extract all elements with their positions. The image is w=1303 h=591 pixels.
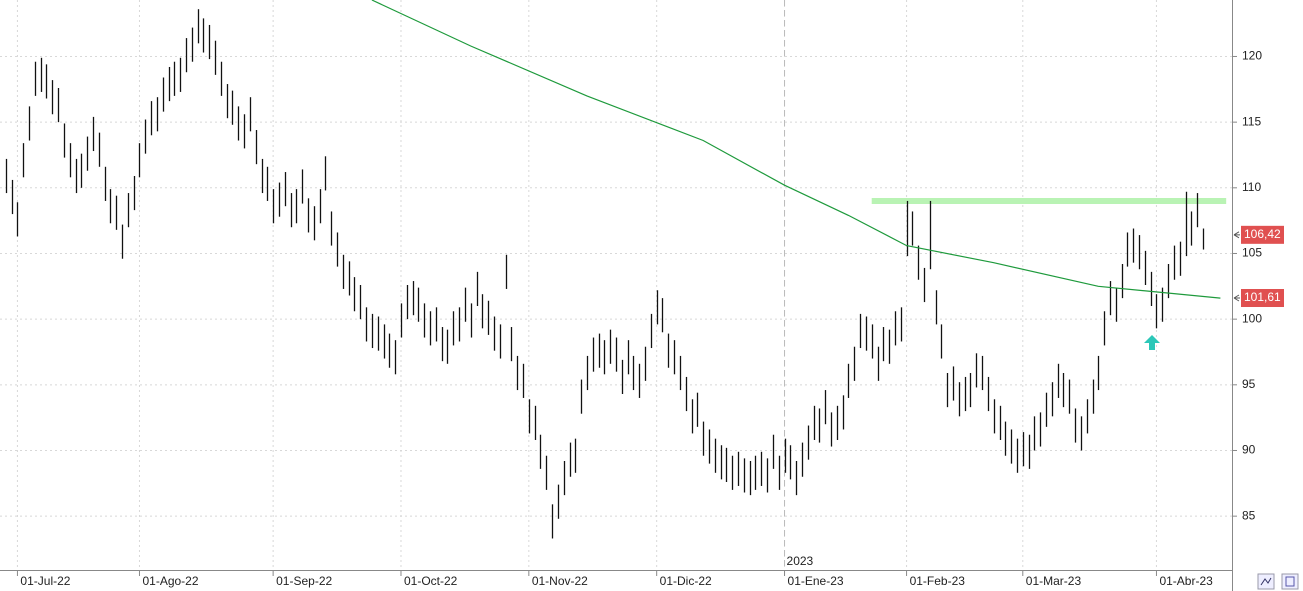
marker-label: 101,61 <box>1244 290 1281 304</box>
marker-box <box>1241 225 1284 244</box>
y-tick-label: 90 <box>1242 443 1256 457</box>
chart-icon-glyph <box>1260 577 1272 586</box>
marker-box <box>1241 289 1284 308</box>
signal-arrow <box>1144 335 1160 350</box>
x-tick-label: 01-Feb-23 <box>910 574 966 588</box>
x-tick-label: 01-Ene-23 <box>788 574 844 588</box>
chart-icon[interactable] <box>1257 573 1275 590</box>
y-tick-label: 120 <box>1242 49 1262 63</box>
x-tick-label: 01-Abr-23 <box>1159 574 1213 588</box>
marker-pointer <box>1233 294 1240 302</box>
x-tick-label: 01-Mar-23 <box>1026 574 1082 588</box>
save-icon[interactable] <box>1281 573 1299 590</box>
y-tick-label: 85 <box>1242 508 1256 522</box>
x-tick-label: 01-Sep-22 <box>276 574 332 588</box>
y-tick-label: 115 <box>1242 114 1261 128</box>
y-tick-label: 95 <box>1242 377 1256 391</box>
marker-pointer <box>1233 231 1240 239</box>
x-tick-label: 01-Jul-22 <box>20 574 70 588</box>
marker-label: 106,42 <box>1244 227 1281 241</box>
moving-average <box>371 0 1221 299</box>
year-label: 2023 <box>787 554 814 568</box>
y-tick-label: 105 <box>1242 246 1262 260</box>
y-tick-label: 110 <box>1242 180 1261 194</box>
x-tick-label: 01-Ago-22 <box>142 574 198 588</box>
x-tick-label: 01-Dic-22 <box>660 574 712 588</box>
x-tick-label: 01-Nov-22 <box>532 574 588 588</box>
x-tick-label: 01-Oct-22 <box>404 574 458 588</box>
y-tick-label: 100 <box>1242 311 1262 325</box>
save-icon-glyph <box>1285 576 1295 587</box>
